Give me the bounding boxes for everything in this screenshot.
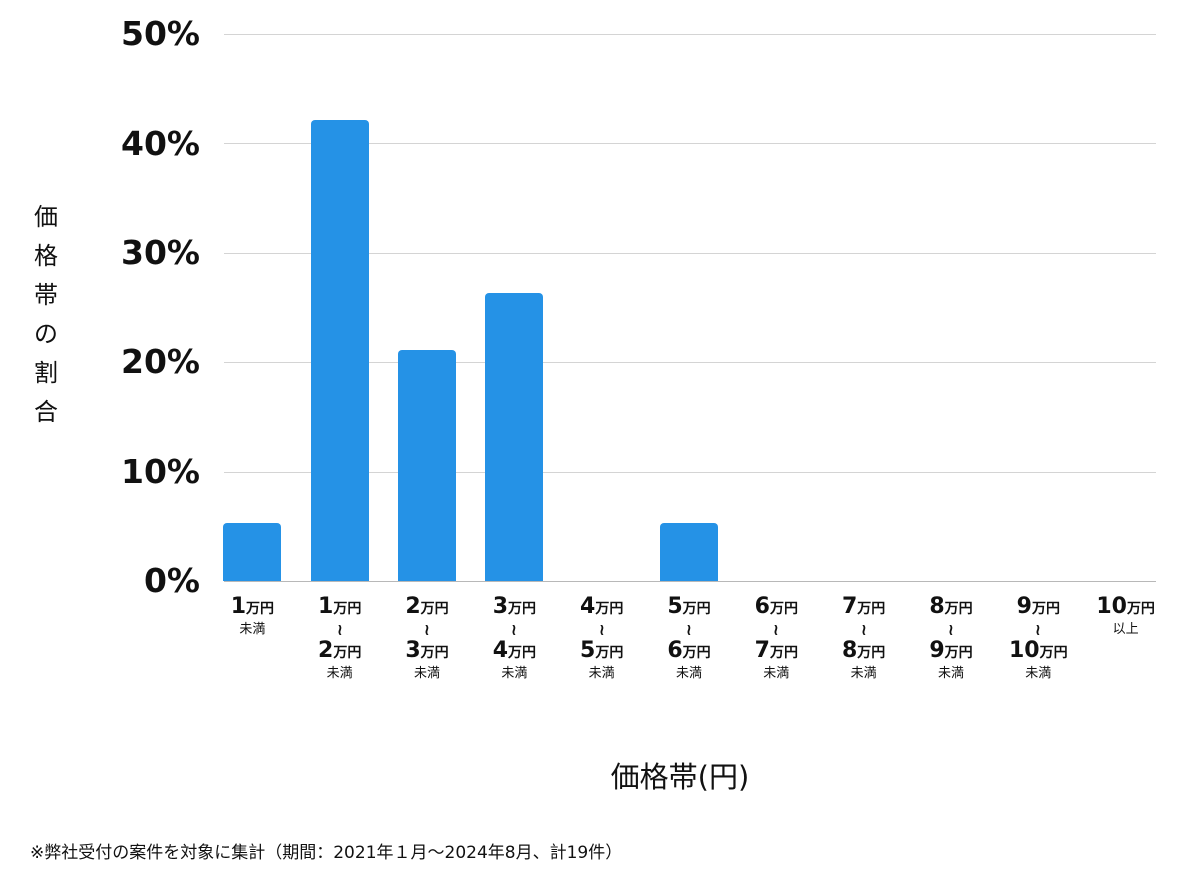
x-tick-amount: 8万円 bbox=[841, 638, 886, 663]
y-axis-title-char: 帯 bbox=[34, 281, 58, 309]
bar bbox=[660, 523, 718, 581]
x-tick-note: 未満 bbox=[675, 666, 702, 681]
x-tick-amount: 6万円 bbox=[754, 594, 798, 619]
gridline-30 bbox=[224, 253, 1156, 254]
x-tick-label: 3万円 ~4万円未満 bbox=[472, 594, 556, 682]
y-tick-30: 30% bbox=[121, 233, 200, 272]
x-tick-range-tilde: ~ bbox=[592, 623, 612, 637]
x-tick-label: 1万円未満 bbox=[210, 594, 294, 638]
y-axis-title-char: の bbox=[34, 320, 58, 348]
y-axis-title-char: 合 bbox=[34, 398, 58, 426]
y-tick-0: 0% bbox=[143, 561, 200, 600]
gridline-40 bbox=[224, 143, 1156, 144]
bar bbox=[398, 350, 457, 581]
x-tick-range-tilde: ~ bbox=[941, 623, 961, 637]
x-tick-amount: 3万円 bbox=[492, 594, 536, 619]
y-tick-40: 40% bbox=[121, 124, 200, 163]
x-tick-range-tilde: ~ bbox=[767, 623, 787, 637]
x-tick-range-tilde: ~ bbox=[854, 623, 874, 637]
x-tick-amount: 10万円 bbox=[1008, 638, 1068, 663]
x-tick-range-tilde: ~ bbox=[1029, 623, 1049, 637]
footnote: ※弊社受付の案件を対象に集計（期間：2021年１月〜2024年8月、計19件） bbox=[30, 843, 623, 863]
x-tick-amount: 5万円 bbox=[580, 638, 624, 663]
x-tick-amount: 9万円 bbox=[929, 638, 973, 663]
x-tick-range-tilde: ~ bbox=[680, 623, 699, 637]
x-tick-amount: 7万円 bbox=[841, 594, 886, 619]
x-tick-note: 未満 bbox=[326, 666, 353, 681]
x-tick-range-tilde: ~ bbox=[418, 623, 438, 637]
x-tick-amount: 9万円 bbox=[1016, 594, 1060, 619]
x-tick-label: 5万円 ~6万円未満 bbox=[647, 594, 731, 682]
x-tick-amount: 7万円 bbox=[754, 638, 798, 663]
x-tick-note: 未満 bbox=[414, 666, 441, 681]
gridline-10 bbox=[224, 472, 1156, 473]
x-tick-label: 8万円 ~9万円未満 bbox=[909, 594, 993, 682]
x-tick-note: 以上 bbox=[1112, 622, 1139, 637]
gridline-50 bbox=[224, 34, 1156, 35]
x-tick-label: 6万円 ~7万円未満 bbox=[734, 594, 818, 682]
x-tick-note: 未満 bbox=[1025, 666, 1052, 681]
x-tick-amount: 10万円 bbox=[1096, 594, 1155, 619]
x-tick-note: 未満 bbox=[239, 622, 266, 637]
x-tick-note: 未満 bbox=[850, 666, 877, 681]
plot-area bbox=[223, 34, 1156, 582]
x-tick-label: 7万円 ~8万円未満 bbox=[822, 594, 906, 682]
bar bbox=[485, 293, 544, 581]
x-tick-amount: 3万円 bbox=[405, 638, 449, 663]
x-tick-note: 未満 bbox=[588, 666, 615, 681]
x-tick-amount: 6万円 bbox=[667, 638, 711, 663]
x-tick-range-tilde: ~ bbox=[330, 623, 350, 637]
x-tick-note: 未満 bbox=[937, 666, 964, 681]
x-tick-amount: 1万円 bbox=[318, 594, 362, 619]
y-tick-50: 50% bbox=[121, 14, 200, 53]
x-tick-amount: 1万円 bbox=[230, 594, 275, 619]
x-tick-amount: 2万円 bbox=[405, 594, 449, 619]
x-tick-label: 9万円 ~10万円未満 bbox=[996, 594, 1080, 682]
x-tick-range-tilde: ~ bbox=[505, 623, 525, 637]
y-axis-title-char: 格 bbox=[34, 242, 58, 270]
bar bbox=[223, 523, 282, 581]
y-axis-title-char: 割 bbox=[34, 359, 58, 387]
x-tick-note: 未満 bbox=[501, 666, 528, 681]
x-tick-label: 1万円 ~2万円未満 bbox=[298, 594, 382, 682]
x-tick-amount: 5万円 bbox=[667, 594, 711, 619]
x-tick-label: 4万円 ~5万円未満 bbox=[560, 594, 644, 682]
x-tick-label: 2万円 ~3万円未満 bbox=[385, 594, 469, 682]
y-axis-title: 価 格 帯 の 割 合 bbox=[30, 198, 62, 432]
x-axis-baseline bbox=[224, 581, 1156, 582]
gridline-20 bbox=[224, 362, 1156, 363]
y-axis-title-char: 価 bbox=[34, 203, 58, 231]
x-tick-amount: 4万円 bbox=[580, 594, 624, 619]
x-tick-label: 10万円以上 bbox=[1084, 594, 1168, 638]
x-tick-amount: 2万円 bbox=[318, 638, 362, 663]
y-tick-10: 10% bbox=[121, 452, 200, 491]
x-tick-amount: 4万円 bbox=[492, 638, 536, 663]
x-tick-note: 未満 bbox=[763, 666, 790, 681]
x-tick-amount: 8万円 bbox=[929, 594, 973, 619]
bar bbox=[310, 120, 369, 581]
y-tick-20: 20% bbox=[121, 342, 200, 381]
x-axis-title: 価格帯(円) bbox=[610, 760, 750, 794]
